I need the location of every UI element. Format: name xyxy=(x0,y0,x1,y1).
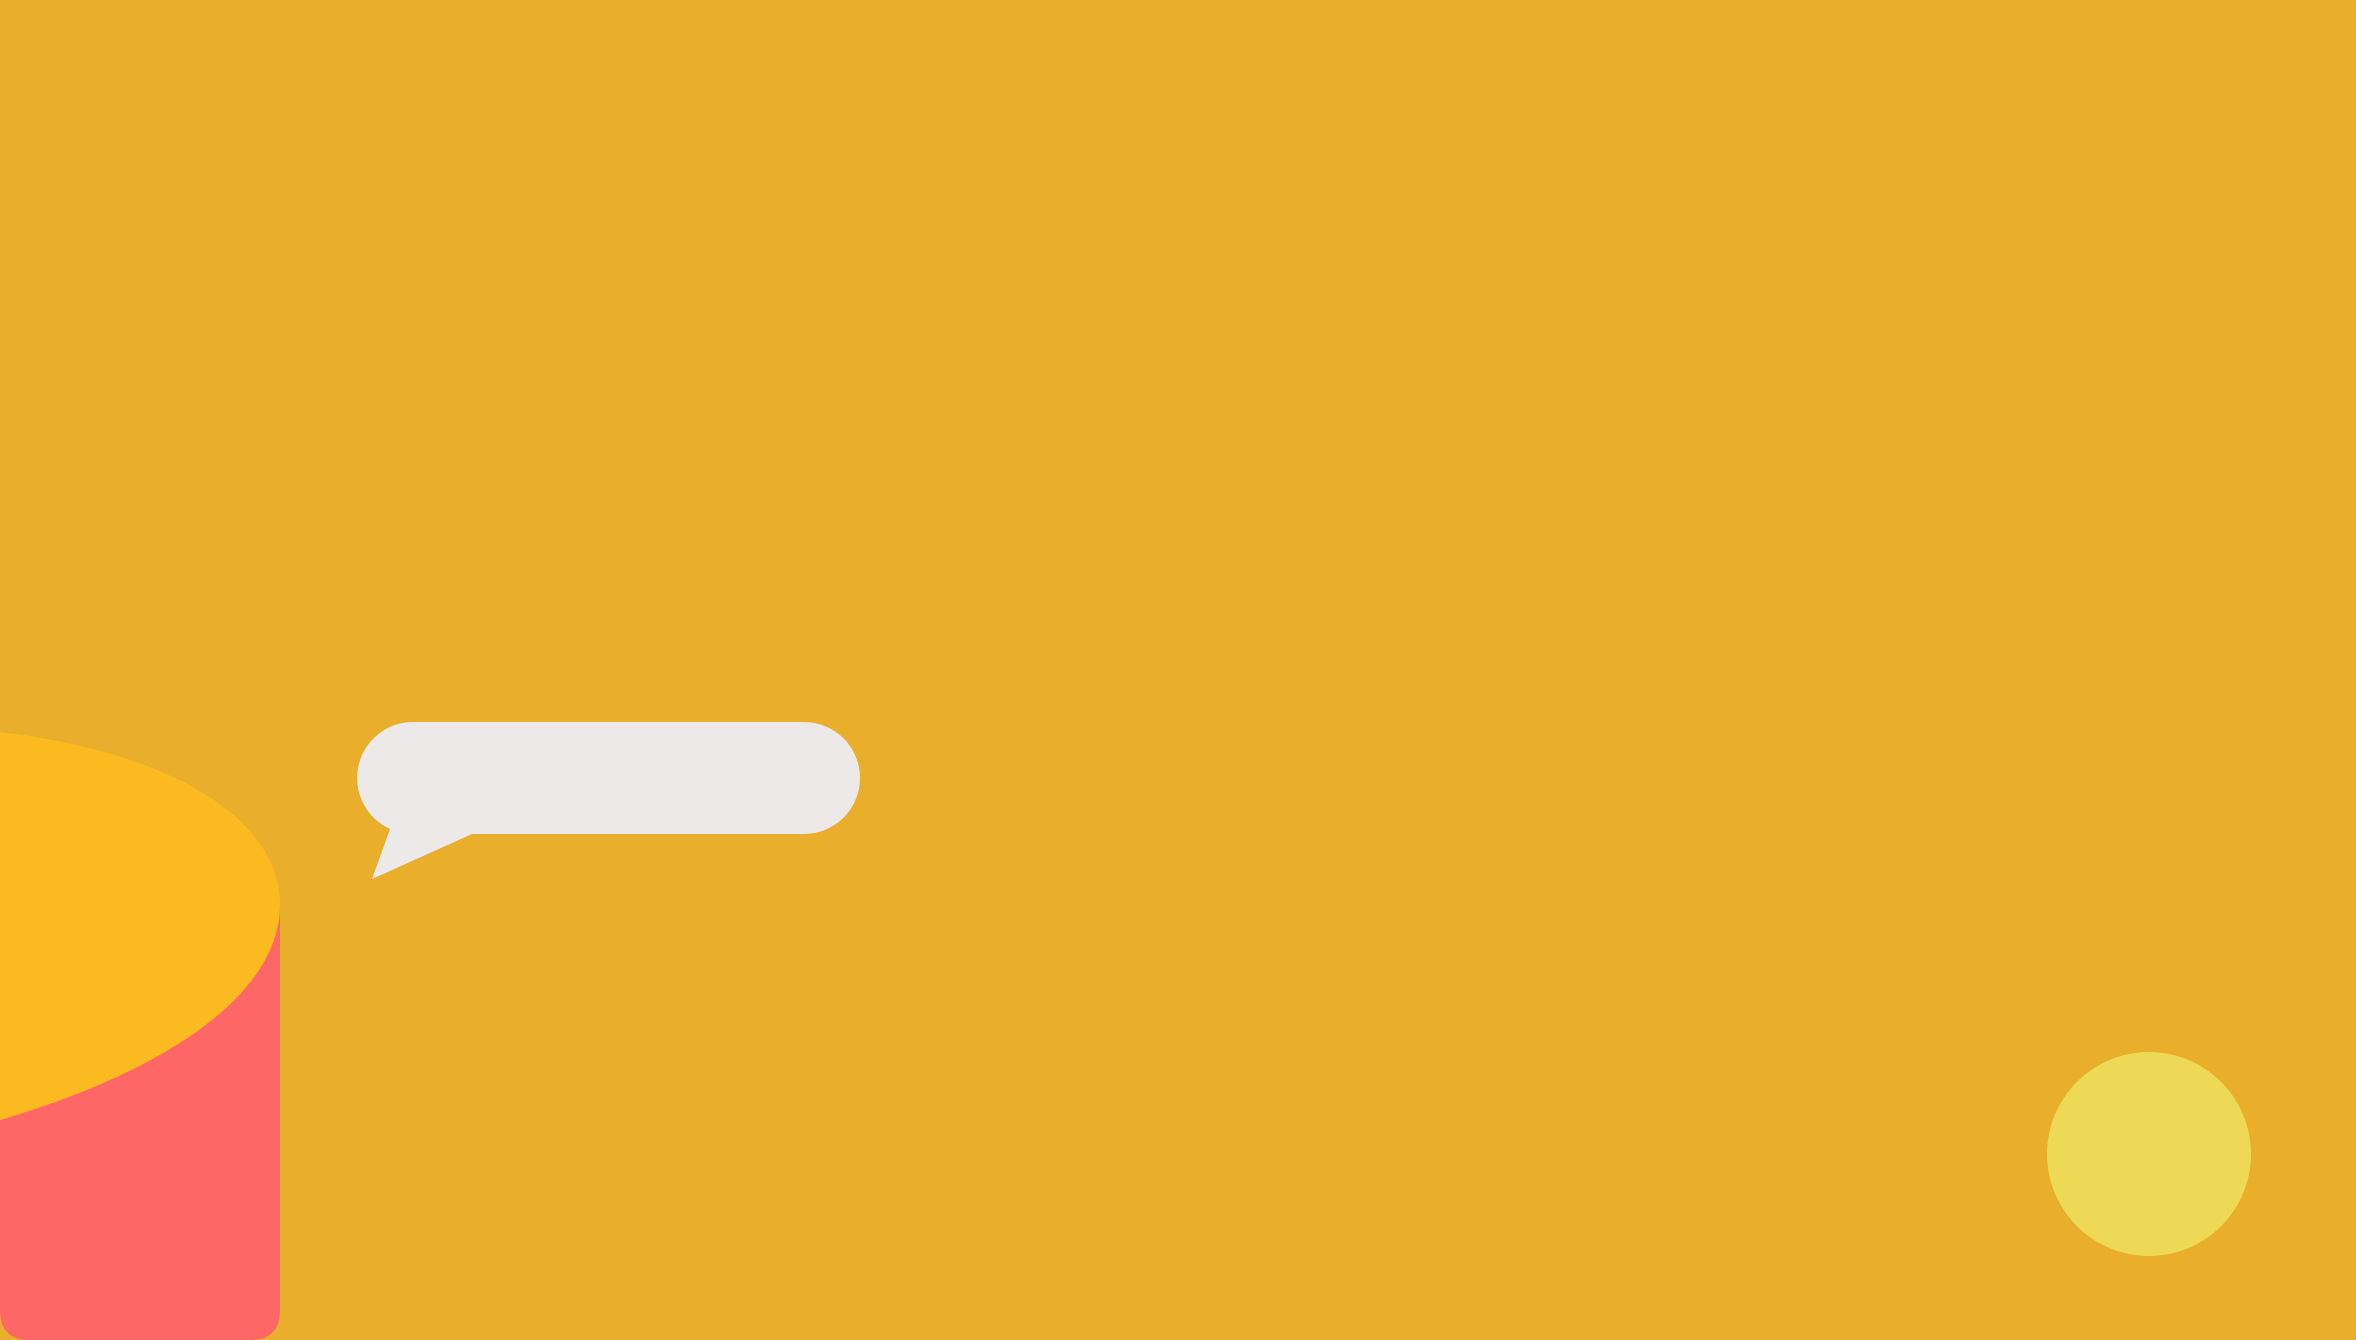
circle-button-icon[interactable] xyxy=(2047,1052,2251,1256)
cylinder-shape-icon xyxy=(0,732,280,1340)
cylinder-top xyxy=(0,732,280,1120)
speech-bubble-icon[interactable] xyxy=(357,721,860,879)
speech-bubble[interactable] xyxy=(357,721,860,879)
